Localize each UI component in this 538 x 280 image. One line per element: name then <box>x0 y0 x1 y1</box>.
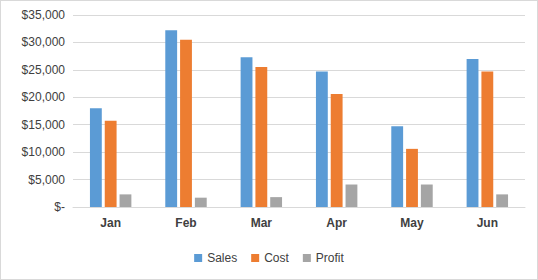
svg-text:Sales: Sales <box>207 251 237 265</box>
svg-text:$20,000: $20,000 <box>22 90 66 104</box>
svg-text:$-: $- <box>54 200 65 214</box>
svg-text:May: May <box>400 216 424 230</box>
svg-text:Jan: Jan <box>100 216 121 230</box>
svg-text:Mar: Mar <box>251 216 273 230</box>
svg-text:$10,000: $10,000 <box>22 145 66 159</box>
svg-text:Cost: Cost <box>264 251 289 265</box>
svg-text:$15,000: $15,000 <box>22 118 66 132</box>
svg-text:Feb: Feb <box>175 216 196 230</box>
svg-text:Apr: Apr <box>326 216 347 230</box>
svg-text:Jun: Jun <box>477 216 498 230</box>
svg-text:$35,000: $35,000 <box>22 8 66 22</box>
svg-text:$25,000: $25,000 <box>22 63 66 77</box>
svg-text:$5,000: $5,000 <box>28 173 65 187</box>
svg-text:Profit: Profit <box>316 251 345 265</box>
svg-text:$30,000: $30,000 <box>22 35 66 49</box>
